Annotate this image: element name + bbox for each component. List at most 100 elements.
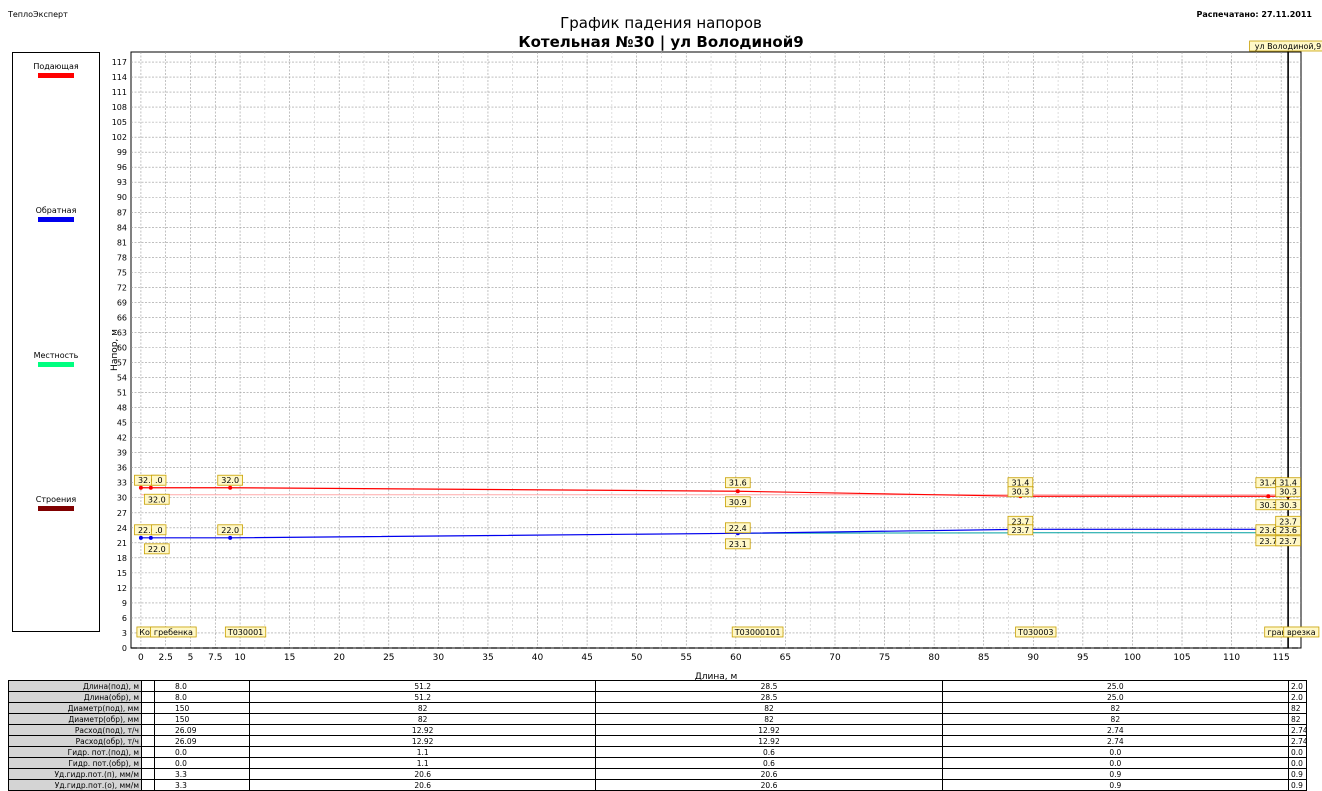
data-label-box xyxy=(1007,486,1034,498)
data-label-text: 23.7 xyxy=(1011,526,1029,535)
table-row: Гидр. пот.(под), м 0.0 1.1 0.6 0.0 0.0 xyxy=(8,746,1307,758)
table-row: Уд.гидр.пот.(о), мм/м 3.3 20.6 20.6 0.9 0.9 xyxy=(8,779,1307,791)
legend-swatch xyxy=(38,73,74,78)
y-tick-label: 78 xyxy=(117,253,127,262)
table-cell: 26.09 xyxy=(154,735,250,747)
y-tick-label: 93 xyxy=(117,178,127,187)
data-label: 31.4 xyxy=(1275,477,1301,489)
row-label: Уд.гидр.пот.(п), мм/м xyxy=(8,768,142,780)
y-tick-label: 12 xyxy=(117,584,127,593)
data-label: .0 xyxy=(151,524,167,536)
y-tick-label: 81 xyxy=(117,238,127,247)
y-tick-label: 57 xyxy=(117,359,127,368)
table-row: Длина(под), м 8.0 51.2 28.5 25.0 2.0 xyxy=(8,680,1307,692)
table-cell: 82 xyxy=(941,713,1290,725)
x-tick-label: 7.5 xyxy=(208,653,222,663)
data-label-text: 23.7 xyxy=(1279,517,1297,526)
legend-item-return: Обратная xyxy=(13,206,99,222)
x-tick-label: 10 xyxy=(234,653,246,663)
x-tick-label: 105 xyxy=(1173,653,1190,663)
x-tick-label: 60 xyxy=(730,653,742,663)
end-label-box xyxy=(1249,40,1322,52)
table-cell: 51.2 xyxy=(248,691,597,703)
y-tick-label: 0 xyxy=(122,644,127,653)
y-tick-label: 6 xyxy=(122,614,127,623)
end-label: ул Володиной,9 xyxy=(1249,40,1322,52)
spacer-cell xyxy=(141,746,155,758)
data-label-box xyxy=(725,477,751,489)
data-label-text: .0 xyxy=(155,526,163,535)
x-tick-label: 35 xyxy=(482,653,493,663)
data-label-text: 31.6 xyxy=(729,479,747,488)
table-cell: 25.0 xyxy=(941,691,1290,703)
x-tick-label: 0 xyxy=(138,653,144,663)
end-label-text: ул Володиной,9 xyxy=(1255,42,1321,51)
data-label-text: 30.3 xyxy=(1279,488,1297,497)
table-cell: 25.0 xyxy=(941,680,1290,692)
data-label-text: 23.6 xyxy=(1259,526,1277,535)
data-label-text: 31.4 xyxy=(1011,479,1029,488)
table-cell: 12.92 xyxy=(595,724,943,736)
series-point-0 xyxy=(1266,494,1271,499)
table-cell: 0.9 xyxy=(1288,768,1307,780)
data-label: 32.0 xyxy=(143,493,170,505)
data-label-box xyxy=(143,543,170,555)
x-tick-label: 15 xyxy=(284,653,295,663)
y-tick-label: 27 xyxy=(117,509,127,518)
node-label: гребенка xyxy=(150,626,197,638)
data-label-text: 30.9 xyxy=(729,498,747,507)
data-label-text: 23.7 xyxy=(1279,537,1297,546)
table-cell: 20.6 xyxy=(248,779,597,791)
data-label-text: 22.0 xyxy=(138,526,156,535)
table-cell: 82 xyxy=(248,702,597,714)
node-label-text: Т030003 xyxy=(1017,628,1053,637)
y-tick-label: 24 xyxy=(117,524,127,533)
spacer-cell xyxy=(141,757,155,769)
spacer-cell xyxy=(141,691,155,703)
node-label-text: гран xyxy=(1267,628,1286,637)
data-label: 23.7 xyxy=(1275,515,1301,527)
x-tick-label: 20 xyxy=(333,653,345,663)
series-point-1 xyxy=(148,535,153,540)
table-cell: 3.3 xyxy=(154,779,250,791)
row-label: Гидр. пот.(под), м xyxy=(8,746,142,758)
row-label: Длина(под), м xyxy=(8,680,142,692)
x-tick-label: 80 xyxy=(928,653,940,663)
x-tick-label: 75 xyxy=(879,653,890,663)
table-cell: 3.3 xyxy=(154,768,250,780)
data-label-text: 22.0 xyxy=(221,526,239,535)
data-label: 30.3 xyxy=(1275,486,1301,498)
series-point-1 xyxy=(138,535,143,540)
x-tick-label: 30 xyxy=(433,653,445,663)
y-tick-label: 48 xyxy=(117,404,127,413)
table-cell: 0.0 xyxy=(154,746,250,758)
y-tick-label: 69 xyxy=(117,298,127,307)
table-cell: 0.9 xyxy=(941,779,1290,791)
pressure-chart: 0369121518212427303336394245485154576063… xyxy=(110,40,1322,680)
data-label: 22.0 xyxy=(217,524,243,536)
table-row: Уд.гидр.пот.(п), мм/м 3.3 20.6 20.6 0.9 0.9 xyxy=(8,768,1307,780)
y-tick-label: 87 xyxy=(117,208,127,217)
table-cell: 8.0 xyxy=(154,691,250,703)
table-cell: 82 xyxy=(1288,713,1307,725)
data-label-text: 32.0 xyxy=(148,495,166,504)
legend-item-supply: Подающая xyxy=(13,62,99,78)
table-cell: 0.6 xyxy=(595,746,943,758)
node-label-box xyxy=(1015,626,1057,638)
legend-label: Обратная xyxy=(35,206,77,215)
data-label-text: 32.0 xyxy=(221,476,239,485)
y-tick-label: 84 xyxy=(117,223,127,232)
table-row: Длина(обр), м 8.0 51.2 28.5 25.0 2.0 xyxy=(8,691,1307,703)
table-cell: 82 xyxy=(941,702,1290,714)
data-label-box xyxy=(725,538,751,550)
node-label-text: Т03000101 xyxy=(734,628,781,637)
data-label-box xyxy=(1275,535,1301,547)
y-tick-label: 33 xyxy=(117,479,127,488)
table-cell: 0.0 xyxy=(941,746,1290,758)
y-tick-label: 63 xyxy=(117,328,127,337)
table-cell: 28.5 xyxy=(595,680,943,692)
data-label-text: 30.3 xyxy=(1259,501,1277,510)
x-tick-label: 45 xyxy=(581,653,592,663)
y-tick-label: 102 xyxy=(112,133,127,142)
y-tick-label: 105 xyxy=(112,118,127,127)
